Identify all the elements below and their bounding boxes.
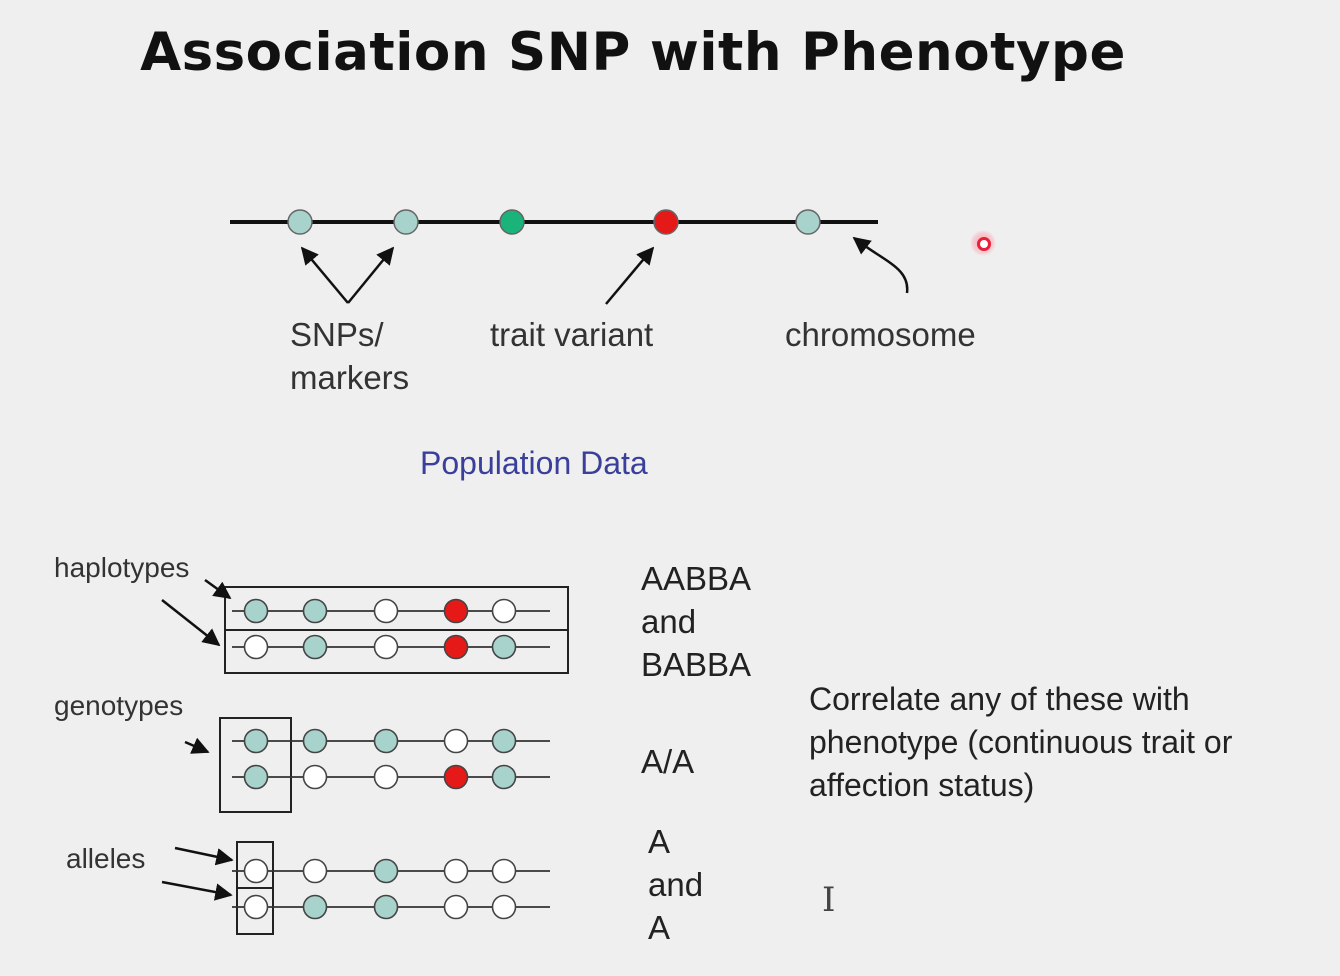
snps-label-line1: SNPs/	[290, 316, 384, 353]
haplotypes-dot-empty	[373, 634, 399, 660]
genotypes-dot-marker	[243, 764, 269, 790]
alleles-dot-empty	[491, 894, 517, 920]
chromosome-label: chromosome	[785, 316, 976, 353]
correlate-line-2: phenotype (continuous trait or	[809, 724, 1233, 760]
chromosome-dot-marker	[393, 209, 419, 235]
haplotypes-dot-marker	[491, 634, 517, 660]
alleles-dot-marker	[373, 858, 399, 884]
haplotype-values: AABBA and BABBA	[641, 557, 751, 686]
genotypes-dot-empty	[443, 728, 469, 754]
left-arrows	[161, 578, 234, 901]
haplotypes-dot-trait_red	[443, 634, 469, 660]
genotypes-dot-trait_red	[443, 764, 469, 790]
alleles-label: alleles	[66, 843, 146, 874]
alleles-dot-empty	[243, 894, 269, 920]
genotype-value: A/A	[641, 743, 695, 780]
haplotypes-dot-empty	[491, 598, 517, 624]
alleles-dot-marker	[373, 894, 399, 920]
chromosome-snp-dots	[287, 209, 821, 235]
allele-and: and	[648, 866, 704, 903]
genotypes-dot-empty	[373, 764, 399, 790]
allele-arrow-2	[161, 880, 233, 901]
alleles-dot-empty	[243, 858, 269, 884]
genotypes-dot-marker	[491, 728, 517, 754]
trait-arrow	[605, 246, 655, 305]
genotypes-dot-marker	[302, 728, 328, 754]
haplotypes-dot-marker	[302, 598, 328, 624]
alleles-dot-empty	[302, 858, 328, 884]
haplotypes-label: haplotypes	[54, 552, 190, 583]
population-rows	[232, 598, 550, 920]
haplotype-arrow-1	[204, 578, 232, 600]
snp-arrow-left	[300, 246, 349, 304]
alleles-dot-marker	[302, 894, 328, 920]
chromosome-dot-trait_green	[499, 209, 525, 235]
snp-arrow-right	[347, 246, 395, 304]
haplotype-and: and	[641, 603, 697, 640]
correlate-text: Correlate any of these with phenotype (c…	[809, 678, 1232, 807]
top-arrows	[300, 236, 909, 305]
snps-label-line2: markers	[290, 359, 410, 396]
chromosome-dot-marker	[287, 209, 313, 235]
chromosome-arrow	[852, 236, 909, 294]
alleles-dot-empty	[443, 858, 469, 884]
correlate-line-1: Correlate any of these with	[809, 681, 1190, 717]
allele-value-1: A	[648, 823, 671, 860]
trait-variant-label: trait variant	[490, 316, 654, 353]
allele-arrow-1	[174, 846, 234, 866]
haplotype-arrow-2	[161, 599, 221, 647]
haplotype-value-1: AABBA	[641, 560, 752, 597]
allele-values: A and A	[648, 820, 703, 949]
genotypes-dot-empty	[302, 764, 328, 790]
chromosome-dot-trait_red	[653, 209, 679, 235]
chromosome-dot-marker	[795, 209, 821, 235]
alleles-dot-empty	[491, 858, 517, 884]
snps-markers-label: SNPs/ markers	[290, 313, 409, 399]
population-data-heading: Population Data	[420, 445, 648, 481]
slide-title: Association SNP with Phenotype	[140, 22, 1126, 83]
allele-box-2	[236, 887, 274, 935]
haplotypes-dot-marker	[243, 598, 269, 624]
alleles-dot-empty	[443, 894, 469, 920]
laser-pointer-core-icon	[977, 237, 991, 251]
i-beam-cursor-icon: I	[822, 880, 836, 920]
haplotypes-dot-trait_red	[443, 598, 469, 624]
haplotypes-dot-marker	[302, 634, 328, 660]
genotypes-label: genotypes	[54, 690, 184, 721]
allele-value-2: A	[648, 909, 671, 946]
genotype-box	[219, 717, 292, 813]
genotypes-dot-marker	[491, 764, 517, 790]
haplotypes-dot-empty	[373, 598, 399, 624]
correlate-line-3: affection status)	[809, 767, 1035, 803]
haplotypes-dot-empty	[243, 634, 269, 660]
haplotype-value-2: BABBA	[641, 646, 752, 683]
genotypes-dot-marker	[373, 728, 399, 754]
genotypes-dot-marker	[243, 728, 269, 754]
genotype-arrow	[184, 737, 210, 754]
haplotype-box-2	[224, 629, 569, 674]
